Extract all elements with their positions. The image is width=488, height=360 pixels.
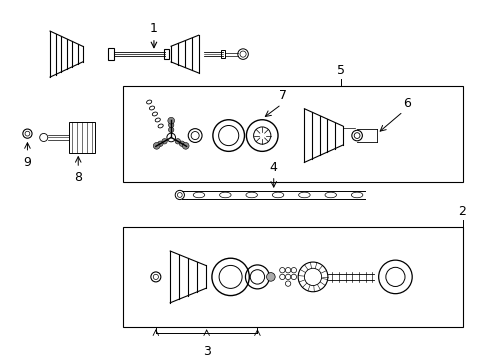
Bar — [108, 48, 113, 60]
Text: 5: 5 — [336, 64, 344, 77]
Circle shape — [153, 143, 160, 149]
Bar — [221, 50, 224, 58]
Circle shape — [266, 273, 275, 281]
Circle shape — [175, 139, 180, 144]
Text: 4: 4 — [269, 161, 277, 174]
Circle shape — [182, 143, 189, 149]
Bar — [123, 86, 463, 181]
Bar — [123, 226, 463, 327]
Text: 7: 7 — [279, 90, 287, 103]
Circle shape — [168, 122, 174, 128]
Text: 8: 8 — [74, 171, 82, 184]
Circle shape — [158, 141, 163, 147]
Text: 2: 2 — [458, 205, 466, 218]
Circle shape — [162, 139, 167, 144]
Text: 3: 3 — [203, 346, 210, 359]
Bar — [163, 49, 169, 59]
Text: 1: 1 — [150, 22, 158, 35]
Circle shape — [168, 127, 174, 132]
Circle shape — [167, 117, 174, 124]
Text: 6: 6 — [402, 97, 410, 110]
Bar — [68, 122, 95, 153]
Text: 9: 9 — [23, 156, 31, 169]
Circle shape — [179, 141, 184, 147]
